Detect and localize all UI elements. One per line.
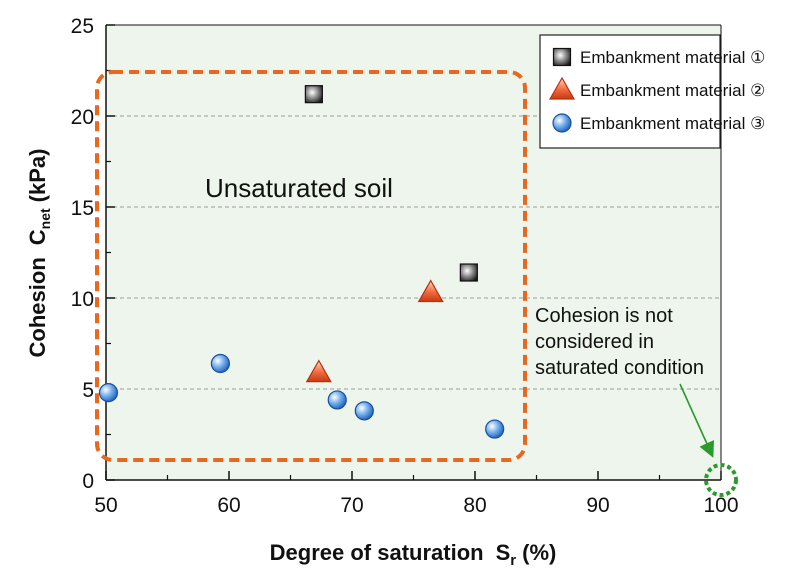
x-tick-label: 80 [463, 494, 486, 517]
triangle-data-point [417, 279, 444, 303]
axis-ticks: 0 5 10 15 20 25 50 60 70 80 90 100 [71, 15, 739, 517]
legend-label: Embankment material ② [580, 81, 765, 100]
x-tick-label: 90 [586, 494, 609, 517]
y-tick-label: 5 [82, 379, 94, 402]
y-tick-label: 15 [71, 197, 94, 220]
circle-data-point [327, 390, 347, 410]
x-tick-label: 100 [703, 494, 738, 517]
x-tick-label: 70 [340, 494, 363, 517]
legend: Embankment material ① Embankment material… [539, 34, 765, 149]
x-tick-label: 50 [94, 494, 117, 517]
saturated-note-line-2: considered in [535, 331, 654, 353]
saturated-note: Cohesion is not considered in saturated … [535, 305, 704, 379]
y-tick-label: 25 [71, 15, 94, 38]
circle-data-point [354, 401, 374, 421]
circle-data-point [485, 419, 505, 439]
unsaturated-region [95, 70, 527, 462]
triangle-data-point [305, 359, 332, 383]
legend-triangle-icon [548, 76, 576, 100]
legend-label: Embankment material ① [580, 48, 765, 67]
circle-data-point [98, 383, 119, 403]
y-axis-unit: (kPa) [25, 149, 50, 203]
x-axis-title: Degree of saturation Sr (%) [270, 540, 557, 569]
y-tick-label: 20 [71, 106, 94, 129]
y-axis-label: Cohesion [25, 257, 50, 357]
y-tick-label: 10 [71, 288, 94, 311]
legend-label: Embankment material ③ [580, 114, 765, 133]
y-axis-subscript: net [37, 208, 53, 229]
y-axis-symbol: C [25, 229, 50, 245]
legend-circle-icon [552, 113, 572, 133]
saturated-note-line-3: saturated condition [535, 357, 704, 379]
y-tick-label: 0 [82, 470, 94, 493]
region-label: Unsaturated soil [205, 173, 393, 203]
x-axis-unit: (%) [522, 540, 556, 565]
square-data-point [459, 263, 478, 282]
annotation-arrow [679, 383, 715, 458]
saturated-note-line-1: Cohesion is not [535, 305, 673, 327]
x-axis-label: Degree of saturation [270, 540, 484, 565]
y-axis-title: Cohesion Cnet (kPa) [25, 149, 53, 358]
circle-data-point [210, 353, 230, 374]
x-tick-label: 60 [217, 494, 240, 517]
saturated-point-marker [704, 463, 738, 497]
x-axis-symbol: S [496, 540, 511, 565]
legend-square-icon [552, 47, 572, 67]
data-points [98, 85, 505, 439]
x-axis-subscript: r [510, 552, 516, 569]
square-data-point [304, 85, 323, 104]
